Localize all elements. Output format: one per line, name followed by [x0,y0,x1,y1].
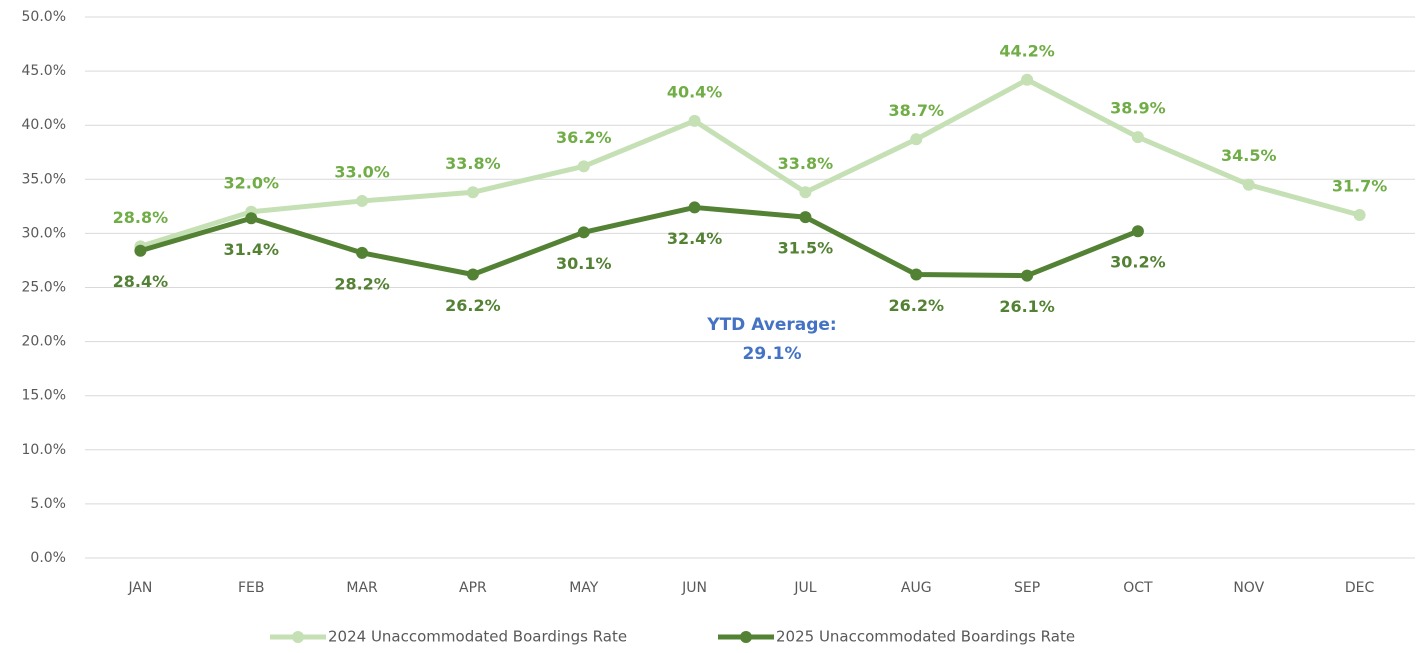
data-label: 31.4% [223,240,279,259]
data-label: 32.4% [667,229,723,248]
y-tick-label: 35.0% [22,171,66,187]
x-tick-label: FEB [238,580,265,596]
data-label: 30.1% [556,254,612,273]
annotation: 29.1% [743,344,802,364]
y-tick-label: 50.0% [22,9,66,25]
data-label: 33.0% [334,162,390,181]
y-tick-label: 0.0% [30,550,66,566]
data-label: 38.7% [888,101,944,120]
point [799,186,812,199]
legend-marker [292,631,304,643]
data-label: 28.2% [334,274,390,293]
x-tick-label: NOV [1233,580,1264,596]
data-label: 31.5% [778,239,834,258]
series-line [139,77,1361,249]
data-label: 26.2% [888,296,944,315]
y-tick-label: 10.0% [22,442,66,458]
point [1353,209,1366,222]
point [910,133,923,146]
y-tick-label: 15.0% [22,388,66,404]
point [688,114,701,127]
data-label: 33.8% [445,154,501,173]
y-tick-label: 30.0% [22,225,66,241]
x-tick-label: MAR [346,580,378,596]
legend-label: 2024 Unaccommodated Boardings Rate [328,628,627,646]
point [356,246,369,259]
point [799,211,812,224]
point [1021,73,1034,86]
data-label: 28.8% [113,208,169,227]
x-tick-label: OCT [1123,580,1153,596]
x-tick-label: SEP [1014,580,1040,596]
data-label: 30.2% [1110,253,1166,272]
x-tick-label: DEC [1345,580,1375,596]
x-tick-label: JUN [681,580,707,596]
point [577,160,590,173]
point [466,186,479,199]
y-tick-label: 45.0% [22,63,66,79]
y-tick-label: 5.0% [30,496,66,512]
point [245,212,258,225]
point [910,268,923,281]
y-tick-label: 20.0% [22,334,66,350]
data-label: 32.0% [223,173,279,192]
point [1021,269,1034,282]
data-label: 38.9% [1110,99,1166,118]
point [466,268,479,281]
y-tick-label: 40.0% [22,117,66,133]
data-label: 31.7% [1332,177,1388,196]
point [1131,131,1144,144]
annotation: YTD Average: [706,315,836,335]
point [356,194,369,207]
x-tick-label: AUG [901,580,932,596]
data-label: 26.2% [445,296,501,315]
data-label: 28.4% [113,272,169,291]
point [134,244,147,257]
series-line [139,204,1139,279]
point [1131,225,1144,238]
legend-label: 2025 Unaccommodated Boardings Rate [776,628,1075,646]
point [688,201,701,214]
point [577,226,590,239]
data-label: 34.5% [1221,146,1277,165]
x-tick-label: JUL [793,580,816,596]
data-label: 26.1% [999,297,1055,316]
data-label: 40.4% [667,82,723,101]
x-tick-label: APR [459,580,487,596]
data-label: 33.8% [778,154,834,173]
data-label: 36.2% [556,128,612,147]
data-label: 44.2% [999,41,1055,60]
x-tick-label: JAN [127,580,152,596]
x-tick-label: MAY [569,580,599,596]
y-tick-label: 25.0% [22,280,66,296]
legend-marker [740,631,752,643]
point [1242,178,1255,191]
